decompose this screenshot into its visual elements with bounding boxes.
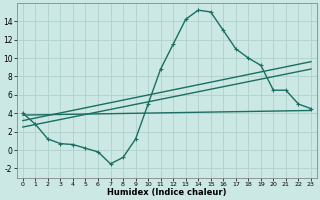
X-axis label: Humidex (Indice chaleur): Humidex (Indice chaleur) <box>107 188 227 197</box>
